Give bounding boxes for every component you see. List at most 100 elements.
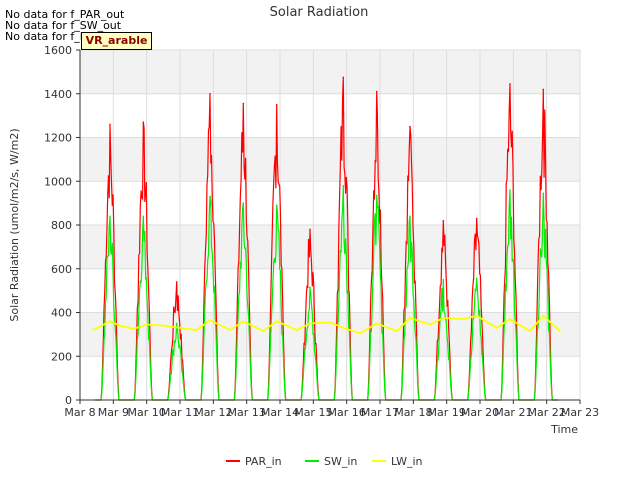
point-LW_in [529,330,531,332]
peak-point-PAR_in [275,103,278,106]
x-axis-label: Time [550,423,578,436]
peak-point-PAR_in [509,83,511,85]
point-LW_in [559,330,561,332]
point-LW_in [295,329,298,331]
point-LW_in [409,317,411,319]
point-LW_in [162,324,165,327]
point-LW_in [395,330,398,332]
x-tick-label: Mar 19 [428,406,466,419]
point-LW_in [475,314,478,317]
peak-point-SW_in [442,278,445,281]
x-tick-label: Mar 17 [361,406,399,419]
peak-point-PAR_in [342,76,345,79]
y-tick-label: 0 [65,394,72,407]
peak-point-SW_in [109,215,111,218]
y-tick-label: 1200 [44,132,72,145]
x-tick-label: Mar 22 [528,406,566,419]
legend-label-LW_in: LW_in [391,455,423,468]
line-LW_in [92,314,561,335]
point-LW_in [242,320,245,323]
point-LW_in [275,320,278,323]
x-tick-label: Mar 12 [194,406,232,419]
legend-label-SW_in: SW_in [324,455,357,468]
grid-band [80,137,580,182]
point-LW_in [309,322,311,325]
point-LW_in [342,326,345,329]
x-tick-label: Mar 14 [261,406,299,419]
x-tick-label: Mar 16 [328,406,366,419]
peak-point-SW_in [409,215,411,218]
point-LW_in [109,320,111,323]
point-LW_in [509,318,511,320]
point-LW_in [92,329,95,331]
peak-point-SW_in [175,322,178,325]
point-LW_in [329,321,331,324]
no-data-note-sw-out: No data for f_SW_out [5,19,122,32]
grid-band [80,225,580,269]
peak-point-PAR_in [242,102,245,105]
peak-point-PAR_in [142,121,145,123]
peak-point-PAR_in [375,90,378,93]
y-tick-label: 800 [51,219,72,232]
y-tick-label: 400 [51,307,72,320]
peak-point-PAR_in [309,228,311,231]
y-tick-label: 1400 [44,88,72,101]
point-LW_in [262,330,265,332]
point-LW_in [375,322,378,325]
site-badge: VR_arable [81,32,152,50]
peak-point-SW_in [242,202,245,204]
x-tick-label: Mar 9 [98,406,129,419]
x-tick-label: Mar 21 [494,406,532,419]
point-LW_in [195,329,198,331]
chart-title: Solar Radiation [270,5,369,20]
peak-point-SW_in [309,286,311,289]
x-tick-label: Mar 20 [461,406,499,419]
peak-point-PAR_in [409,125,411,128]
point-LW_in [429,323,431,326]
peak-point-SW_in [275,204,278,207]
x-tick-label: Mar 10 [128,406,166,419]
grid-bands [80,50,580,357]
point-LW_in [132,328,135,330]
y-axis-label: Solar Radiation (umol/m2/s, W/m2) [8,128,21,321]
peak-point-SW_in [142,215,145,218]
x-tick-label: Mar 15 [294,406,332,419]
y-tick-label: 200 [51,350,72,363]
grid-band [80,312,580,357]
peak-point-SW_in [475,277,478,280]
x-tick-label: Mar 8 [64,406,95,419]
peak-point-PAR_in [542,88,545,91]
peak-point-SW_in [542,192,545,195]
point-LW_in [145,323,148,326]
no-data-note-par-out: No data for f_PAR_out [5,8,125,21]
peak-point-PAR_in [175,281,178,283]
x-tick-label: Mar 13 [228,406,266,419]
point-LW_in [179,326,181,329]
x-tick-label: Mar 11 [161,406,199,419]
peak-point-PAR_in [209,92,211,95]
peak-point-SW_in [375,194,378,197]
series-LW_in [92,314,561,335]
point-LW_in [359,332,361,335]
point-LW_in [229,329,231,331]
point-LW_in [209,319,211,322]
peak-point-PAR_in [475,217,478,220]
peak-point-SW_in [342,184,345,187]
peak-point-PAR_in [442,219,445,222]
point-LW_in [542,314,545,317]
x-tick-label: Mar 23 [561,406,599,419]
point-LW_in [495,326,498,329]
peak-point-SW_in [509,189,511,191]
y-tick-label: 600 [51,263,72,276]
peak-point-PAR_in [109,123,111,126]
point-LW_in [462,318,465,320]
point-LW_in [119,324,121,327]
x-tick-label: Mar 18 [394,406,432,419]
point-LW_in [442,317,445,319]
legend: PAR_in SW_in LW_in [226,455,423,468]
y-tick-label: 1600 [44,44,72,57]
peak-point-SW_in [209,195,211,198]
grid-band [80,50,580,94]
